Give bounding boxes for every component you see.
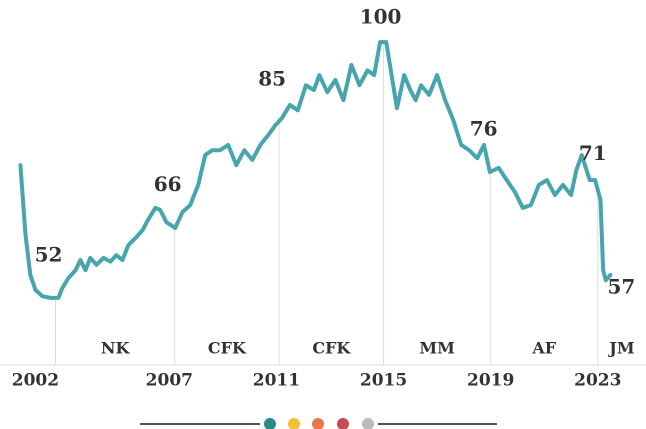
point-label: 71 [579,141,607,165]
period-label: CFK [312,339,351,358]
period-label: NK [101,339,131,358]
period-label: CFK [208,339,247,358]
x-tick-label: 2015 [360,371,407,391]
period-label: JM [607,339,634,358]
line [18,40,613,300]
period-label: AF [531,339,556,358]
point-label: 85 [258,67,286,91]
point-label: 52 [35,242,63,266]
period-label: MM [419,339,454,358]
x-tick-label: 2011 [253,371,300,391]
slider-dot[interactable] [362,418,374,429]
point-label: 100 [360,5,402,29]
slider-dot[interactable] [337,418,349,429]
point-label: 76 [470,116,498,140]
slider-dot[interactable] [288,418,300,429]
x-tick-label: 2023 [574,371,621,391]
x-tick-label: 2002 [12,371,59,391]
slider-dot[interactable] [312,418,324,429]
point-label: 66 [154,172,182,196]
slider-dot[interactable] [264,418,276,429]
point-label: 57 [607,275,635,299]
x-tick-label: 2019 [467,371,514,391]
slider[interactable] [140,418,497,429]
x-tick-label: 2007 [146,371,193,391]
